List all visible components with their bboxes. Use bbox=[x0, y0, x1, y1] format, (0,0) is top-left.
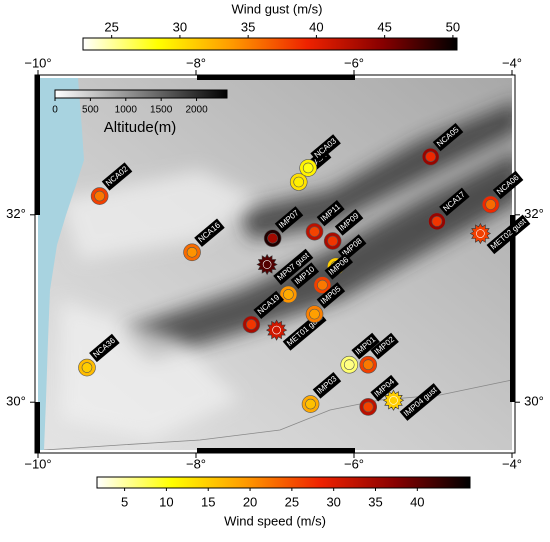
gust-marker-core bbox=[262, 260, 272, 269]
label-box bbox=[324, 253, 354, 280]
label-box bbox=[432, 122, 464, 152]
station-speed bbox=[309, 226, 320, 237]
label-box bbox=[399, 383, 442, 421]
label-box bbox=[316, 282, 346, 309]
station-speed bbox=[425, 151, 436, 163]
label-box bbox=[253, 290, 284, 320]
label-box bbox=[89, 333, 120, 363]
colorbar-tick-label: 50 bbox=[446, 19, 460, 34]
colorbar-tick-label: 35 bbox=[368, 494, 382, 509]
gust-marker bbox=[469, 222, 491, 245]
lon-label: −4° bbox=[502, 55, 522, 70]
station-speed bbox=[81, 362, 93, 373]
colorbar-tick-label: 25 bbox=[285, 494, 299, 509]
colorbar-tick-label: 10 bbox=[159, 494, 173, 509]
label-box bbox=[274, 206, 304, 233]
colorbar-tick-label: 1000 bbox=[115, 105, 138, 116]
label-box bbox=[334, 209, 364, 236]
label-box bbox=[316, 200, 345, 227]
lon-label: −4° bbox=[502, 456, 522, 471]
gust-marker-core bbox=[272, 325, 281, 335]
altitude-title: Altitude(m) bbox=[104, 119, 177, 136]
colorbar-tick-label: 35 bbox=[241, 19, 255, 34]
label-box bbox=[492, 170, 524, 200]
label-box bbox=[194, 218, 225, 247]
colorbar-tick-label: 25 bbox=[104, 19, 118, 34]
station-speed bbox=[302, 162, 314, 174]
station-speed bbox=[343, 359, 355, 371]
station-speed bbox=[362, 401, 374, 413]
label-box bbox=[273, 248, 314, 286]
station-speed bbox=[267, 232, 278, 244]
lon-label: −8° bbox=[186, 456, 206, 471]
colorbar-tick-label: 30 bbox=[326, 494, 340, 509]
label-box bbox=[312, 372, 342, 399]
label-box bbox=[486, 214, 531, 255]
lon-label: −8° bbox=[186, 55, 206, 70]
label-box bbox=[439, 187, 470, 216]
station-speed bbox=[246, 319, 257, 330]
gust-marker-core bbox=[476, 229, 485, 238]
lon-label: −6° bbox=[344, 456, 364, 471]
label-box bbox=[310, 134, 341, 163]
lon-label: −10° bbox=[24, 55, 51, 70]
map-frame bbox=[34, 74, 516, 454]
gust-marker bbox=[266, 319, 288, 341]
colorbar-tick-label: 1500 bbox=[150, 105, 173, 116]
station-speed bbox=[317, 279, 328, 291]
lat-label: 30° bbox=[6, 394, 26, 409]
colorbar-tick-label: 20 bbox=[243, 494, 257, 509]
gust-bar-title: Wind gust (m/s) bbox=[231, 1, 322, 16]
station-speed bbox=[327, 235, 338, 247]
label-box bbox=[101, 162, 133, 191]
altitude_bar-scale bbox=[54, 89, 228, 99]
lon-label: −6° bbox=[344, 55, 364, 70]
lat-label: 32° bbox=[6, 206, 26, 221]
station-speed bbox=[309, 308, 320, 320]
lat-label: 30° bbox=[524, 394, 544, 409]
label-box bbox=[370, 374, 399, 402]
station-speed bbox=[431, 216, 443, 227]
station-speed bbox=[293, 176, 305, 188]
label-box bbox=[351, 332, 380, 360]
colorbar-tick-label: 30 bbox=[173, 19, 187, 34]
colorbar-tick-label: 15 bbox=[201, 494, 215, 509]
speed_bar-scale bbox=[96, 476, 471, 489]
station-speed bbox=[362, 359, 374, 371]
gust_bar-scale bbox=[82, 37, 458, 51]
gust-marker bbox=[256, 253, 278, 276]
altitude-legend: Altitude(m) bbox=[104, 119, 177, 136]
station-speed bbox=[485, 199, 496, 210]
colorbar-tick-label: 500 bbox=[82, 105, 99, 116]
colorbar-tick-label: 0 bbox=[52, 105, 58, 116]
colorbar-tick-label: 40 bbox=[309, 19, 323, 34]
colorbar-tick-label: 45 bbox=[377, 19, 391, 34]
station-speed bbox=[186, 246, 198, 258]
speed-bar-title: Wind speed (m/s) bbox=[224, 513, 326, 528]
station-speed bbox=[305, 398, 316, 410]
gust-marker-core bbox=[389, 396, 398, 405]
label-box bbox=[290, 262, 320, 290]
colorbar-tick-label: 40 bbox=[410, 494, 424, 509]
lon-label: −10° bbox=[24, 456, 51, 471]
colorbar-tick-label: 2000 bbox=[185, 105, 208, 116]
station-speed bbox=[94, 190, 105, 202]
lat-label: 32° bbox=[524, 206, 544, 221]
colorbar-tick-label: 5 bbox=[121, 494, 128, 509]
gust-marker bbox=[382, 389, 405, 411]
label-box bbox=[370, 332, 399, 360]
station-speed bbox=[283, 289, 294, 300]
